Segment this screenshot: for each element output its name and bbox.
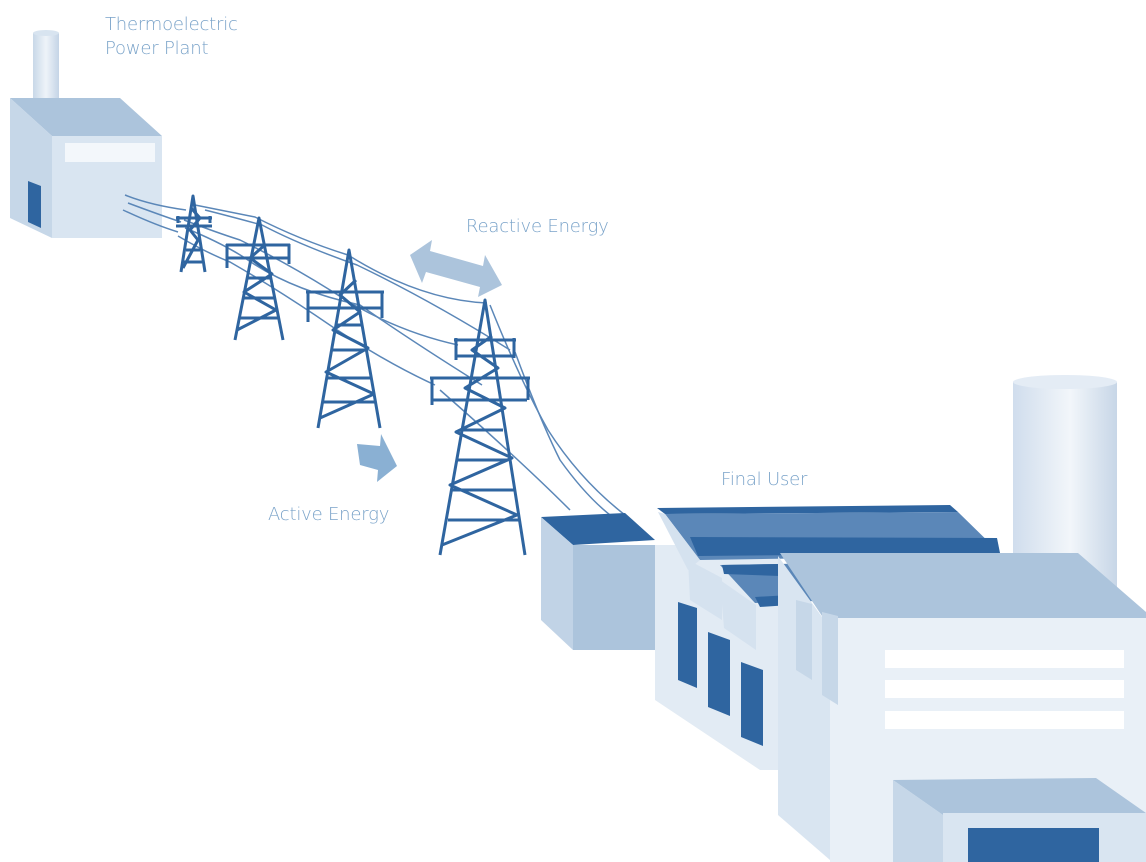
power-plant-label-line2: Power Plant bbox=[105, 38, 209, 59]
reactive-energy-label: Reactive Energy bbox=[466, 216, 609, 237]
active-energy-label: Active Energy bbox=[268, 504, 390, 525]
tower-2 bbox=[225, 216, 291, 341]
transmission-tower-icon bbox=[176, 194, 530, 556]
transformer-box-icon bbox=[541, 513, 655, 650]
power-plant-label-line1: Thermoelectric bbox=[105, 14, 238, 35]
factory-building-icon bbox=[655, 505, 1146, 862]
tower-4 bbox=[430, 298, 530, 556]
final-user-label: Final User bbox=[721, 469, 808, 490]
power-plant bbox=[10, 30, 162, 238]
power-plant-building-icon bbox=[10, 98, 162, 238]
double-arrow-icon bbox=[410, 240, 502, 297]
tower-3 bbox=[306, 248, 384, 429]
right-arrow-icon bbox=[357, 434, 397, 482]
power-plant-label: Thermoelectric Power Plant bbox=[105, 13, 238, 61]
tower-1 bbox=[176, 194, 212, 273]
chimney-icon bbox=[33, 30, 59, 103]
